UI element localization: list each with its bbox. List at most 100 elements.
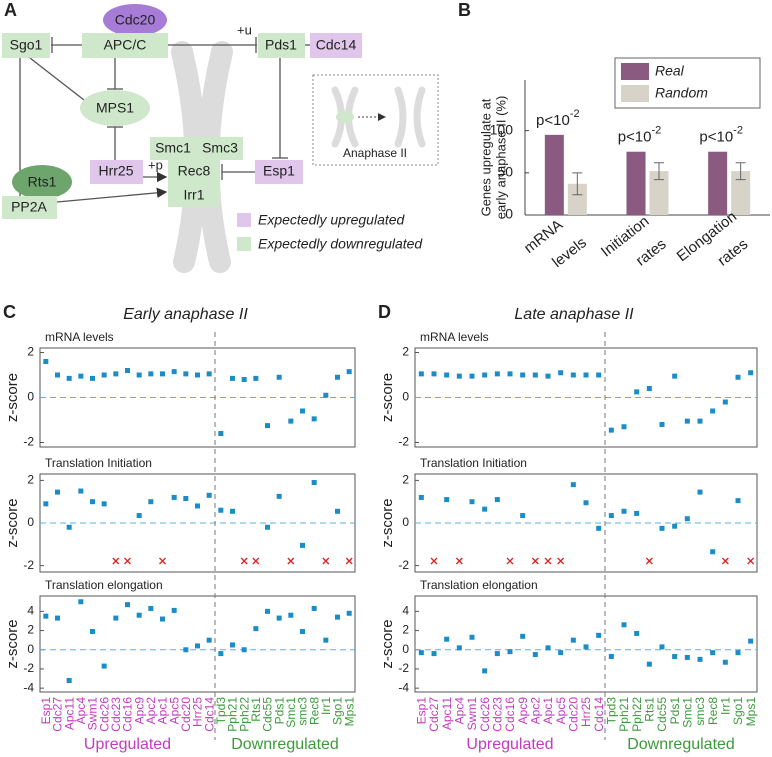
point <box>265 524 270 530</box>
node-label: APC/C <box>104 37 147 53</box>
legend-label: Expectedly downregulated <box>258 236 423 252</box>
point <box>66 524 72 530</box>
x-tick-label: Apc4 <box>453 697 467 725</box>
x-tick-label: rates <box>633 236 670 270</box>
point <box>136 612 142 618</box>
point <box>418 650 424 656</box>
panel-title: Early anaphase II <box>123 306 248 323</box>
point <box>444 636 450 642</box>
node-label: Rec8 <box>178 163 211 179</box>
y-tick-label: 2 <box>27 623 34 637</box>
panel-label: D <box>378 302 391 322</box>
point <box>558 370 564 376</box>
error-bar <box>735 162 746 181</box>
point <box>431 651 437 657</box>
missing-marker <box>112 557 120 565</box>
point <box>583 644 589 650</box>
y-tick-label: -2 <box>23 558 34 572</box>
point <box>323 392 329 398</box>
x-tick-label: Swm1 <box>465 697 479 731</box>
y-axis-label: z-score <box>4 373 21 422</box>
node-label: Sgo1 <box>10 37 43 53</box>
point <box>444 372 450 378</box>
annotation-base: p<10 <box>536 112 570 129</box>
point <box>171 369 177 375</box>
y-tick-label: 4 <box>402 604 409 618</box>
point <box>101 501 107 507</box>
error-bar <box>654 162 664 181</box>
point <box>125 368 130 373</box>
point <box>418 494 424 500</box>
point <box>482 668 488 674</box>
point <box>43 359 49 364</box>
node-label: Pds1 <box>265 37 297 53</box>
missing-marker <box>455 557 463 565</box>
point <box>672 523 678 529</box>
point <box>570 637 576 643</box>
bar <box>626 151 646 215</box>
y-tick-label: 0 <box>27 390 34 404</box>
point <box>148 371 154 377</box>
point <box>710 650 716 656</box>
point <box>748 638 754 644</box>
x-tick-label: Smc1 <box>681 697 695 728</box>
x-tick-label: Esp1 <box>415 697 429 725</box>
x-tick-label: Apc11 <box>62 697 76 730</box>
node-label: Esp1 <box>263 163 295 179</box>
node: Hrr25 <box>90 160 143 184</box>
panel-label: B <box>458 0 471 20</box>
subplot-title: Translation Initiation <box>420 456 527 470</box>
x-tick-label: Apc1 <box>541 697 555 725</box>
node: Rec8 <box>168 160 220 184</box>
node: Rts1 <box>12 165 72 199</box>
point <box>608 653 614 659</box>
point <box>335 508 340 514</box>
node: MPS1 <box>80 90 150 126</box>
point <box>722 399 728 405</box>
point <box>276 615 282 621</box>
legend-label: Expectedly upregulated <box>258 212 406 228</box>
x-tick-label: Rec8 <box>706 697 720 725</box>
node: Smc1 <box>150 137 197 160</box>
annotation: p<10-2 <box>699 125 743 146</box>
annotation: p<10-2 <box>618 125 662 146</box>
node: APC/C <box>82 33 168 58</box>
point <box>171 607 177 613</box>
point <box>469 373 475 379</box>
plot-box <box>39 347 356 448</box>
point <box>583 500 589 506</box>
annotation-exponent: -2 <box>733 125 743 137</box>
point <box>570 482 576 488</box>
annotation: p<10-2 <box>536 108 580 129</box>
point <box>183 496 189 501</box>
point <box>697 656 703 662</box>
point <box>311 605 317 611</box>
x-tick-label: Smc1 <box>284 697 298 728</box>
point <box>621 622 627 628</box>
point <box>684 516 690 522</box>
edge-label: +p <box>148 157 163 172</box>
x-tick-label: Cdc14 <box>202 697 216 732</box>
x-tick-label: Pph21 <box>226 697 240 732</box>
bar <box>567 183 587 215</box>
edge-label: +u <box>237 22 252 37</box>
point <box>697 489 703 495</box>
x-tick-label: Tpd3 <box>214 697 228 725</box>
point <box>43 613 49 619</box>
y-axis-label: Genes upregulate at <box>478 98 493 216</box>
x-tick-label: Pph22 <box>237 697 251 732</box>
point <box>136 513 142 519</box>
group-label: Upregulated <box>84 736 171 753</box>
x-tick-label: Apc5 <box>167 697 181 725</box>
plot-box <box>39 473 356 573</box>
point <box>300 629 305 635</box>
missing-marker <box>287 557 295 565</box>
point <box>253 375 259 381</box>
missing-marker <box>124 557 131 565</box>
point <box>335 614 340 620</box>
point <box>456 373 462 379</box>
point <box>346 610 352 616</box>
point <box>482 372 488 378</box>
point <box>230 508 235 514</box>
